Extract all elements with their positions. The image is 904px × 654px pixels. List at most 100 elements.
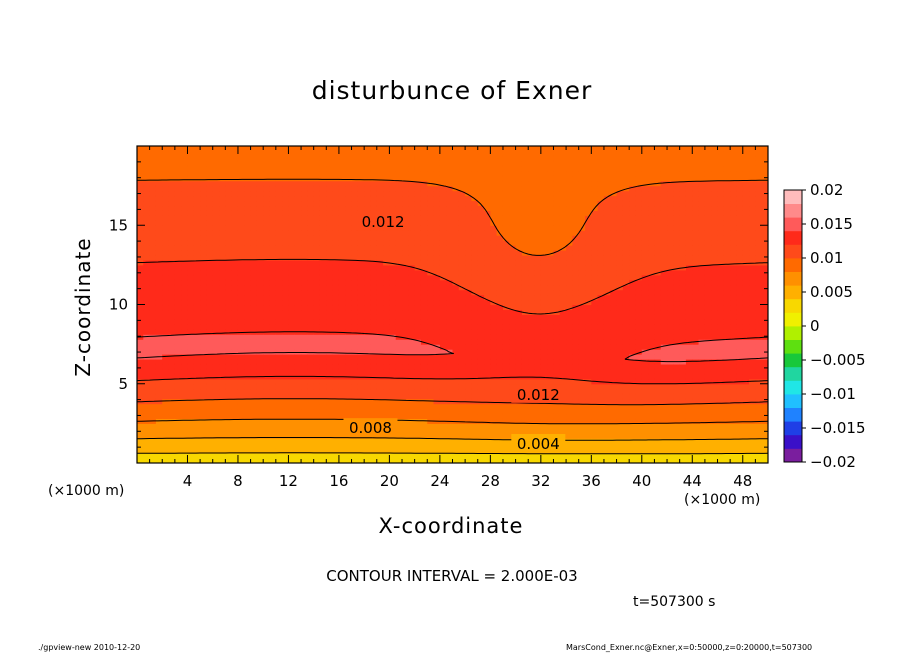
contour-cell: [301, 170, 308, 177]
contour-cell: [603, 240, 611, 246]
contour-cell: [143, 175, 151, 182]
contour-cell: [168, 220, 176, 226]
contour-cell: [332, 349, 340, 355]
contour-cell: [244, 269, 252, 276]
contour-cell: [559, 314, 567, 320]
contour-cell: [206, 443, 214, 449]
contour-cell: [357, 205, 365, 211]
contour-cell: [149, 225, 157, 231]
contour-cell: [200, 155, 208, 162]
contour-cell: [168, 230, 176, 236]
contour-cell: [351, 393, 359, 400]
contour-cell: [364, 339, 372, 345]
contour-cell: [174, 408, 182, 415]
contour-cell: [591, 215, 599, 221]
contour-cell: [370, 398, 378, 405]
contour-cell: [515, 259, 523, 266]
contour-cell: [521, 349, 529, 355]
contour-cell: [521, 299, 529, 306]
contour-cell: [294, 250, 302, 256]
contour-cell: [420, 314, 428, 320]
contour-cell: [427, 299, 435, 306]
contour-cell: [439, 378, 447, 385]
contour-cell: [616, 334, 624, 340]
contour-cell: [231, 418, 239, 424]
contour-cell: [597, 329, 605, 335]
contour-cell: [225, 155, 233, 162]
contour-cell: [629, 458, 637, 463]
contour-cell: [244, 368, 252, 375]
contour-cell: [603, 363, 611, 370]
contour-cell: [149, 383, 157, 390]
contour-cell: [540, 240, 548, 246]
contour-cell: [200, 383, 208, 390]
contour-cell: [225, 170, 233, 177]
contour-cell: [465, 155, 473, 162]
contour-cell: [307, 438, 315, 444]
contour-cell: [433, 146, 441, 152]
contour-cell: [572, 215, 580, 221]
contour-cell: [301, 363, 308, 370]
contour-cell: [319, 408, 327, 415]
contour-cell: [250, 458, 258, 463]
contour-cell: [465, 309, 473, 315]
contour-cell: [149, 453, 157, 459]
contour-cell: [263, 314, 271, 320]
contour-cell: [521, 339, 529, 345]
contour-cell: [345, 388, 353, 395]
contour-cell: [439, 269, 447, 276]
contour-cell: [269, 408, 277, 415]
contour-cell: [162, 225, 170, 231]
contour-cell: [420, 230, 428, 236]
contour-cell: [155, 215, 163, 221]
contour-cell: [237, 453, 245, 459]
contour-cell: [502, 254, 510, 261]
contour-cell: [345, 195, 353, 202]
contour-cell: [471, 240, 479, 246]
contour-cell: [149, 373, 157, 380]
contour-cell: [452, 309, 460, 315]
contour-cell: [484, 190, 491, 197]
contour-cell: [193, 438, 201, 444]
contour-cell: [420, 284, 428, 291]
contour-cell: [534, 349, 542, 355]
contour-cell: [559, 378, 567, 385]
contour-cell: [395, 354, 403, 360]
contour-cell: [439, 448, 447, 454]
contour-cell: [521, 155, 529, 162]
contour-cell: [389, 453, 397, 459]
contour-cell: [452, 428, 460, 434]
contour-cell: [338, 423, 346, 429]
contour-cell: [282, 339, 290, 345]
contour-cell: [193, 210, 201, 216]
contour-cell: [326, 438, 334, 444]
contour-cell: [395, 200, 403, 207]
contour-cell: [313, 423, 321, 429]
contour-cell: [174, 388, 182, 395]
contour-cell: [168, 150, 176, 157]
contour-cell: [193, 314, 201, 320]
contour-cell: [319, 215, 327, 221]
contour-cell: [307, 423, 315, 429]
contour-cell: [143, 279, 151, 286]
contour-cell: [502, 443, 510, 449]
contour-cell: [168, 329, 176, 335]
contour-cell: [269, 448, 277, 454]
contour-cell: [389, 200, 397, 207]
contour-cell: [294, 180, 302, 187]
contour-cell: [181, 438, 189, 444]
contour-cell: [420, 245, 428, 251]
contour-cell: [256, 299, 264, 306]
contour-cell: [585, 220, 592, 226]
contour-cell: [168, 155, 176, 162]
contour-cell: [313, 259, 321, 266]
contour-cell: [294, 428, 302, 434]
contour-cell: [237, 210, 245, 216]
contour-cell: [244, 245, 252, 251]
contour-cell: [389, 314, 397, 320]
contour-cell: [332, 383, 340, 390]
contour-cell: [553, 373, 561, 380]
contour-cell: [275, 245, 283, 251]
contour-cell: [200, 230, 208, 236]
contour-cell: [484, 329, 491, 335]
